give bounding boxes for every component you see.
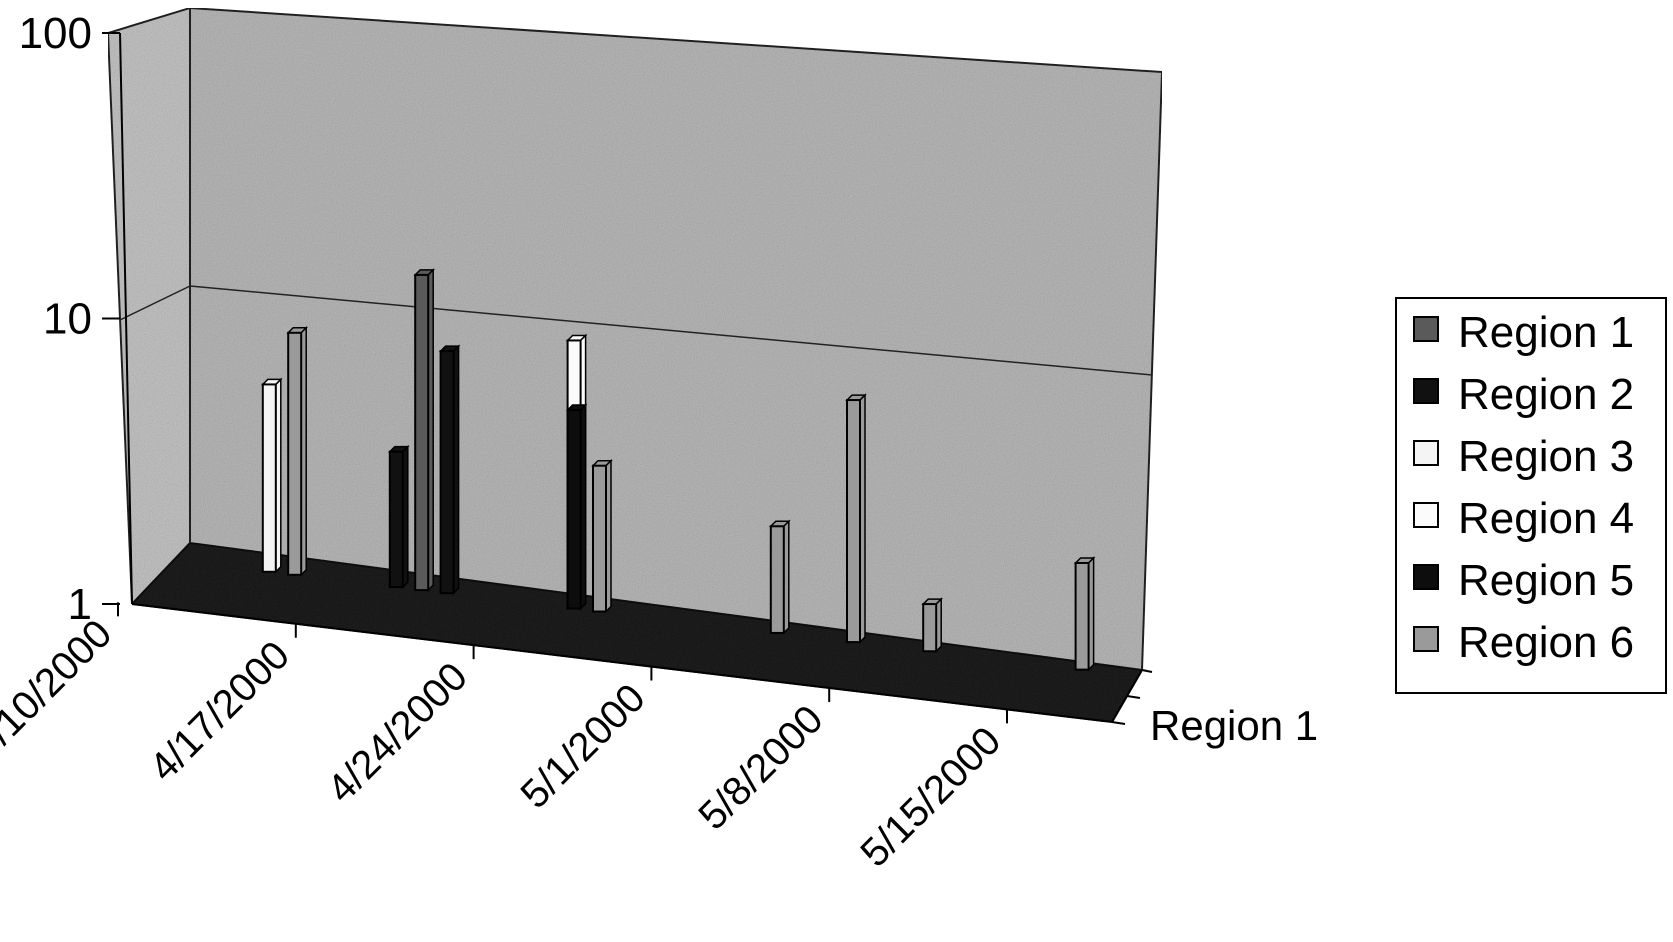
- x-tick-label: 5/8/2000: [690, 697, 831, 838]
- y-axis: 1 10 100: [19, 9, 133, 629]
- bar: [1073, 556, 1096, 672]
- bar-front: [1074, 561, 1090, 671]
- x-tick-label: 5/15/2000: [852, 719, 1009, 876]
- bar: [591, 458, 613, 614]
- bars: [260, 268, 1096, 672]
- x-tick-label: 4/24/2000: [319, 654, 476, 811]
- bar-front: [922, 603, 938, 653]
- y-tick-label: 100: [19, 9, 92, 58]
- bar: [260, 377, 283, 574]
- legend: Region 1 Region 2 Region 3 Region 4 Region 5…: [1395, 297, 1667, 694]
- depth-axis: Region 1: [1111, 669, 1318, 749]
- x-tick-label: 5/1/2000: [513, 676, 654, 817]
- bar-front: [769, 525, 785, 634]
- legend-swatch: [1413, 378, 1439, 404]
- legend-label: Region 6: [1458, 618, 1634, 667]
- bar-front: [388, 450, 404, 589]
- bar: [286, 325, 309, 577]
- bar-front: [566, 409, 582, 610]
- depth-tick: [1141, 669, 1153, 673]
- legend-swatch: [1413, 564, 1439, 590]
- bar: [921, 597, 944, 654]
- legend-swatch: [1413, 316, 1439, 342]
- legend-label: Region 4: [1458, 494, 1634, 543]
- depth-tick: [1126, 695, 1141, 699]
- bar: [565, 403, 588, 611]
- x-axis-line: [131, 603, 1113, 723]
- bar: [387, 444, 410, 589]
- back-gridline-10: [189, 285, 1153, 376]
- bar-front: [439, 350, 455, 595]
- x-tick-label: 4/10/2000: [0, 612, 120, 769]
- y-axis-line: [119, 32, 133, 605]
- legend-label: Region 1: [1458, 308, 1634, 357]
- legend-swatch: [1413, 440, 1439, 466]
- legend-label: Region 2: [1458, 370, 1634, 419]
- legend-swatch: [1413, 502, 1439, 528]
- bar: [438, 344, 461, 595]
- y-tick-label: 1: [68, 580, 92, 629]
- bar-front: [414, 273, 430, 592]
- bar: [413, 268, 436, 592]
- bar-front: [846, 399, 861, 644]
- legend-label: Region 5: [1458, 556, 1634, 605]
- legend-swatch: [1413, 626, 1439, 652]
- y-tick-label: 10: [43, 295, 92, 344]
- bar-front: [592, 464, 607, 613]
- side-gridline-10: [119, 285, 191, 321]
- bar: [845, 393, 867, 644]
- x-tick-label: 4/17/2000: [141, 633, 298, 790]
- legend-box: [1395, 297, 1667, 694]
- bar: [768, 519, 791, 635]
- plot-walls: [106, 6, 1164, 724]
- legend-label: Region 3: [1458, 432, 1634, 481]
- depth-axis-label: Region 1: [1150, 702, 1318, 749]
- bar-front: [287, 331, 303, 576]
- bar-front: [261, 383, 277, 573]
- depth-tick: [1111, 721, 1126, 725]
